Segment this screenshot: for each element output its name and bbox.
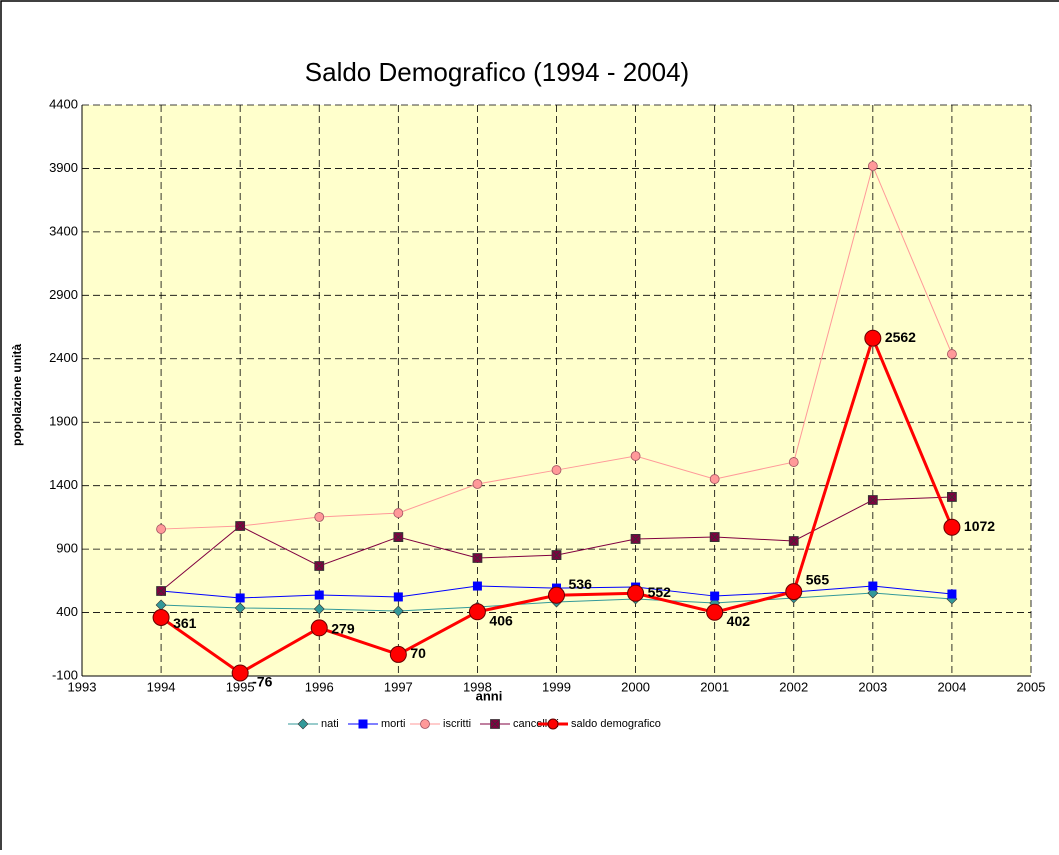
x-tick-label: 1996 [305,679,334,694]
marker [314,590,324,600]
data-label: 361 [173,615,197,631]
y-tick-label: 400 [56,604,78,619]
marker [947,349,957,359]
y-tick-label: 2400 [49,350,78,365]
marker [314,561,325,571]
marker [710,591,720,601]
x-tick-label: 2002 [779,679,808,694]
y-tick-label: 1900 [49,414,78,429]
marker [788,457,799,467]
x-tick-label: 1993 [68,679,97,694]
marker [358,719,368,729]
marker [864,329,882,347]
legend-label: nati [321,718,339,730]
marker [392,605,404,617]
legend-label: cancellati [513,718,559,730]
marker [156,586,166,596]
data-label: 70 [410,645,426,661]
marker [630,534,641,544]
marker [235,521,246,531]
y-axis-label: popolazione unità [10,344,24,446]
data-label: 565 [806,571,830,587]
x-tick-label: 1995 [226,679,255,694]
chart-title: Saldo Demografico (1994 - 2004) [305,57,689,87]
data-label: 406 [489,612,513,628]
marker [630,451,641,461]
data-label: 1072 [964,518,995,534]
data-label: -76 [252,674,272,690]
y-tick-label: -100 [52,667,78,682]
marker [297,718,309,730]
x-axis-label: anni [476,688,503,703]
x-tick-label: 1998 [463,679,492,694]
marker [393,592,403,602]
x-tick-label: 2001 [700,679,729,694]
y-tick-label: 900 [56,541,78,556]
marker [867,495,878,505]
marker [709,532,720,542]
marker [943,518,961,536]
x-tick-label: 2000 [621,679,650,694]
marker [490,719,500,729]
marker [627,584,645,602]
marker [310,619,328,637]
marker [235,593,245,603]
y-tick-label: 1400 [49,477,78,492]
data-label: 2562 [885,329,916,345]
marker [472,581,482,591]
marker [947,589,957,599]
data-label: 552 [648,584,672,600]
y-tick-label: 3900 [49,160,78,175]
marker [868,581,878,591]
x-tick-label: 1999 [542,679,571,694]
marker [313,603,325,615]
marker [785,583,803,601]
marker [393,508,404,518]
legend-label: iscritti [443,718,471,730]
marker [152,609,170,627]
data-label: 402 [727,613,751,629]
marker [551,550,562,560]
marker [947,492,957,502]
x-tick-label: 2005 [1017,679,1046,694]
x-tick-label: 1994 [147,679,176,694]
marker [706,603,724,621]
x-tick-label: 1997 [384,679,413,694]
marker [867,161,878,171]
marker [234,602,246,614]
marker [547,718,559,730]
y-tick-label: 2900 [49,287,78,302]
legend-label: saldo demografico [571,718,661,730]
marker [389,645,407,663]
marker [468,603,486,621]
y-tick-label: 3400 [49,223,78,238]
data-label: 279 [331,621,355,637]
marker [393,532,404,542]
x-tick-label: 2004 [937,679,966,694]
y-tick-label: 4400 [49,96,78,111]
marker [709,474,720,484]
marker [472,553,483,563]
marker [420,719,430,729]
data-label: 536 [569,576,593,592]
marker [231,664,249,682]
marker [551,465,562,475]
marker [548,586,565,604]
marker [472,479,483,489]
marker [314,512,325,522]
marker [788,536,799,546]
legend-label: morti [381,718,405,730]
marker [156,524,166,534]
x-tick-label: 2003 [858,679,887,694]
